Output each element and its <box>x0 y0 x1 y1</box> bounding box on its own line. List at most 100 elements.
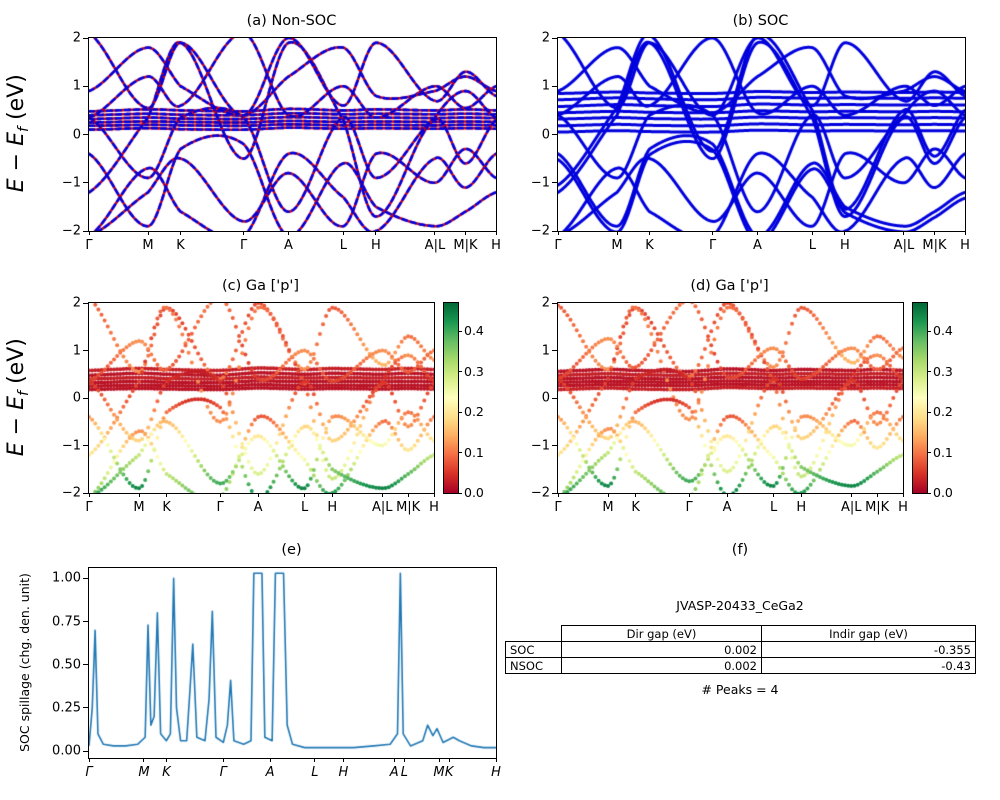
x-tick-mark <box>331 493 333 497</box>
y-tick-mark <box>83 445 88 446</box>
ylabel-E: E <box>3 442 29 457</box>
y-tick-mark <box>552 492 557 494</box>
y-tick-mark <box>83 230 88 232</box>
x-tick-mark <box>773 493 775 497</box>
ylabel-minus: − <box>3 416 29 436</box>
x-tick-label: A|L <box>840 500 862 515</box>
x-tick-mark <box>903 231 905 235</box>
x-tick-mark <box>393 758 395 762</box>
colorbar-tick-mark <box>927 330 931 332</box>
x-tick-mark <box>649 231 651 235</box>
colorbar-tick-label: 0.3 <box>464 363 484 379</box>
ylabel-Ef: Ef <box>3 390 33 410</box>
x-tick-mark <box>844 231 846 235</box>
colorbar-tick-mark <box>927 411 931 413</box>
x-tick-label: A <box>253 500 263 515</box>
ylabel-E: E <box>3 178 29 193</box>
colorbar-tick-mark <box>927 371 931 373</box>
soc-dir-gap-value: 0.002 <box>561 641 762 658</box>
ylabel-minus: − <box>3 153 29 172</box>
x-tick-label: Γ <box>709 238 717 253</box>
x-tick-label: K <box>444 765 454 780</box>
ylabel-Ef: Ef <box>3 127 33 147</box>
y-tick-label: 2 <box>72 295 81 311</box>
x-tick-label: H <box>327 500 338 515</box>
x-tick-label: L <box>311 765 319 780</box>
y-tick-label: 1 <box>72 78 81 94</box>
y-tick-mark <box>83 182 88 184</box>
gap-table-nsoc-row: NSOC 0.002 -0.43 <box>505 657 976 674</box>
colorbar-tick-label: 0.4 <box>464 323 484 339</box>
y-tick-mark <box>552 397 557 399</box>
x-tick-mark <box>438 758 440 762</box>
gap-table-soc-row: SOC 0.002 -0.355 <box>505 641 976 658</box>
x-tick-mark <box>342 231 344 235</box>
x-tick-label: H <box>491 765 501 780</box>
y-tick-label: 1 <box>541 78 550 94</box>
x-tick-label: Γ <box>554 238 562 253</box>
x-tick-mark <box>219 493 221 497</box>
y-tick-mark <box>83 664 88 666</box>
x-tick-mark <box>269 758 271 762</box>
x-tick-mark <box>257 493 259 497</box>
x-tick-label: L <box>400 765 409 780</box>
x-tick-mark <box>495 758 497 762</box>
x-tick-label: M <box>142 238 154 253</box>
x-tick-label: A <box>722 500 732 515</box>
x-tick-mark <box>726 493 728 497</box>
x-tick-mark <box>180 231 182 235</box>
y-tick-label: −1 <box>61 438 81 453</box>
x-tick-mark <box>756 231 758 235</box>
y-tick-label: 0.25 <box>52 700 81 716</box>
x-tick-label: H <box>429 500 439 515</box>
colorbar-tick-mark <box>927 492 931 494</box>
y-tick-label: 2 <box>541 295 550 311</box>
x-tick-mark <box>147 231 149 235</box>
panel-d-plot: Γ M K Γ A L H A|L M|K H −2 −1 0 1 2 <box>531 297 908 515</box>
x-tick-mark <box>434 231 436 235</box>
x-tick-label: Γ <box>554 500 562 515</box>
y-tick-label: 1 <box>72 343 81 358</box>
x-tick-mark <box>557 493 559 497</box>
colorbar-tick-label: 0.1 <box>464 444 484 460</box>
x-tick-label: H <box>898 500 908 515</box>
gap-table-header-row: Dir gap (eV) Indir gap (eV) <box>506 625 976 642</box>
y-tick-label: 1.00 <box>52 570 81 586</box>
y-tick-mark <box>552 85 557 87</box>
x-tick-label: A <box>389 765 399 780</box>
y-tick-mark <box>552 134 557 135</box>
colorbar-tick-mark <box>458 452 462 454</box>
panel-a-plot: Γ M K Γ A L H A|L M|K H −2 −1 0 1 2 <box>62 32 501 253</box>
colorbar-tick-label: 0.2 <box>933 403 953 419</box>
x-tick-label: L <box>339 238 347 253</box>
y-tick-label: −2 <box>530 223 550 239</box>
y-tick-label: −2 <box>61 485 81 501</box>
y-tick-mark <box>552 445 557 446</box>
x-tick-mark <box>165 758 167 762</box>
x-tick-mark <box>143 758 145 762</box>
x-tick-mark <box>304 493 306 497</box>
x-tick-label: A|L <box>424 238 446 253</box>
band-plot-canvas-b <box>558 38 965 231</box>
x-tick-label: A|L <box>371 500 393 515</box>
x-tick-mark <box>712 231 714 235</box>
x-tick-mark <box>448 758 450 762</box>
x-tick-mark <box>616 231 618 235</box>
x-tick-mark <box>381 493 383 497</box>
x-tick-mark <box>342 758 344 762</box>
y-tick-mark <box>83 621 88 623</box>
x-tick-label: Γ <box>85 500 93 515</box>
x-tick-mark <box>375 231 377 235</box>
y-tick-mark <box>552 302 557 304</box>
x-tick-label: K <box>162 765 171 780</box>
x-tick-mark <box>314 758 316 762</box>
ylabel-unit: (eV) <box>3 337 29 384</box>
x-tick-mark <box>138 493 140 497</box>
x-tick-label: Γ <box>85 238 93 253</box>
colorbar-tick-label: 0.0 <box>464 484 484 500</box>
x-tick-label: Γ <box>85 765 93 780</box>
y-tick-mark <box>83 350 88 351</box>
x-tick-label: L <box>301 500 309 515</box>
y-tick-mark <box>83 134 88 135</box>
